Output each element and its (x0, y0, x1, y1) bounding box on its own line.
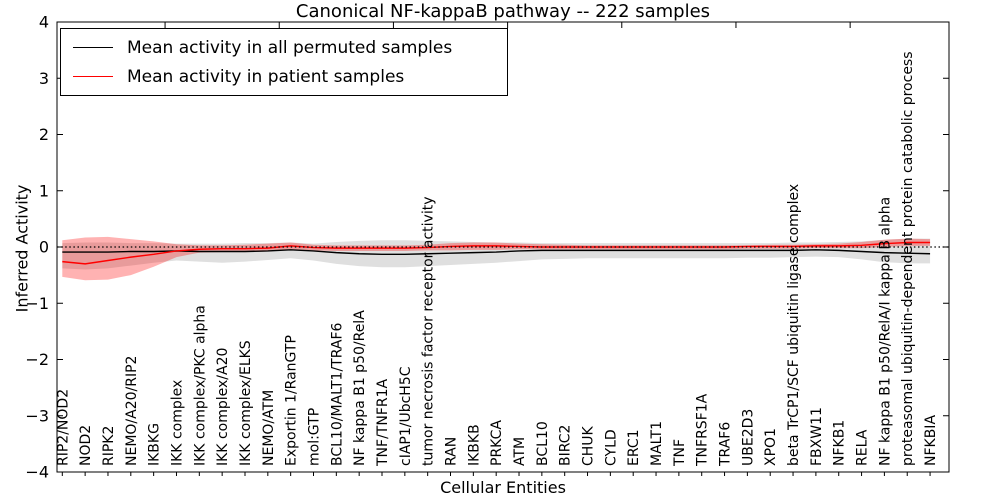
x-category-label: TNF/TNFR1A (375, 378, 391, 467)
y-tick-label: −3 (25, 406, 49, 425)
x-category-label: mol:GTP (306, 408, 322, 466)
y-tick-label: 3 (39, 69, 49, 88)
x-category-label: NF kappa B1 p50/RelA/I kappa B alpha (877, 197, 893, 466)
y-tick-label: 1 (39, 181, 49, 200)
x-category-label: IKBKB (466, 424, 482, 466)
legend-entry-patient: Mean activity in patient samples (61, 67, 507, 87)
x-category-label: BCL10 (535, 421, 551, 466)
y-tick-label: 2 (39, 125, 49, 144)
x-category-label: CHUK (581, 425, 597, 466)
y-tick-label: 4 (39, 13, 49, 32)
x-category-label: tumor necrosis factor receptor activity (421, 197, 437, 467)
x-category-label: RAN (444, 437, 460, 466)
x-category-label: TRAF6 (718, 422, 734, 467)
x-category-label: BIRC2 (558, 425, 574, 466)
x-category-label: IKK complex/PKC alpha (192, 305, 208, 466)
x-category-label: BCL10/MALT1/TRAF6 (329, 322, 345, 466)
legend-label-permuted: Mean activity in all permuted samples (127, 37, 453, 58)
x-category-label: RIP2/NOD2 (55, 389, 71, 466)
legend-entry-permuted: Mean activity in all permuted samples (61, 38, 507, 58)
x-category-label: MALT1 (649, 421, 665, 466)
x-category-label: NEMO/ATM (261, 390, 277, 466)
x-category-label: IKK complex/ELKS (238, 340, 254, 466)
x-category-label: XPO1 (763, 428, 779, 466)
x-category-label: PRKCA (489, 420, 505, 466)
x-category-label: Exportin 1/RanGTP (284, 335, 300, 466)
y-axis-label: Inferred Activity (12, 184, 32, 313)
x-category-label: proteasomal ubiquitin-dependent protein … (900, 51, 916, 466)
x-category-label: cIAP1/UbcH5C (398, 366, 414, 466)
x-category-label: NF kappa B1 p50/RelA (352, 310, 368, 466)
x-category-label: TNF (672, 439, 688, 467)
x-category-label: RIPK2 (101, 426, 117, 466)
x-category-label: CYLD (603, 429, 619, 466)
patient-mean-line (62, 241, 931, 265)
x-axis-label: Cellular Entities (440, 478, 566, 497)
permuted-mean-line (62, 249, 931, 256)
x-category-label: ERC1 (626, 429, 642, 466)
y-tick-label: −1 (25, 294, 49, 313)
x-category-label: FBXW11 (809, 407, 825, 466)
y-tick-label: 0 (39, 238, 49, 257)
y-tick-label: −2 (25, 350, 49, 369)
legend-label-patient: Mean activity in patient samples (127, 66, 405, 87)
chart-title: Canonical NF-kappaB pathway -- 222 sampl… (295, 1, 711, 22)
x-category-label: beta TrCP1/SCF ubiquitin ligase complex (786, 184, 802, 466)
x-category-label: ATM (512, 437, 528, 466)
legend-box: Mean activity in all permuted samples Me… (60, 28, 508, 96)
x-category-label: NEMO/A20/RIP2 (124, 356, 140, 466)
y-tick-label: −4 (25, 463, 49, 482)
patient-line-swatch (73, 76, 113, 77)
x-category-label: RELA (855, 429, 871, 466)
x-category-label: UBE2D3 (740, 409, 756, 466)
x-category-label: IKK complex/A20 (215, 348, 231, 466)
x-category-label: NOD2 (78, 425, 94, 466)
x-category-label: IKBKG (147, 423, 163, 466)
x-category-label: NFKBIA (923, 415, 939, 466)
permuted-line-swatch (73, 47, 113, 48)
x-category-label: IKK complex (169, 380, 185, 466)
x-category-label: TNFRSF1A (695, 393, 711, 467)
x-category-label: NFKB1 (832, 420, 848, 466)
